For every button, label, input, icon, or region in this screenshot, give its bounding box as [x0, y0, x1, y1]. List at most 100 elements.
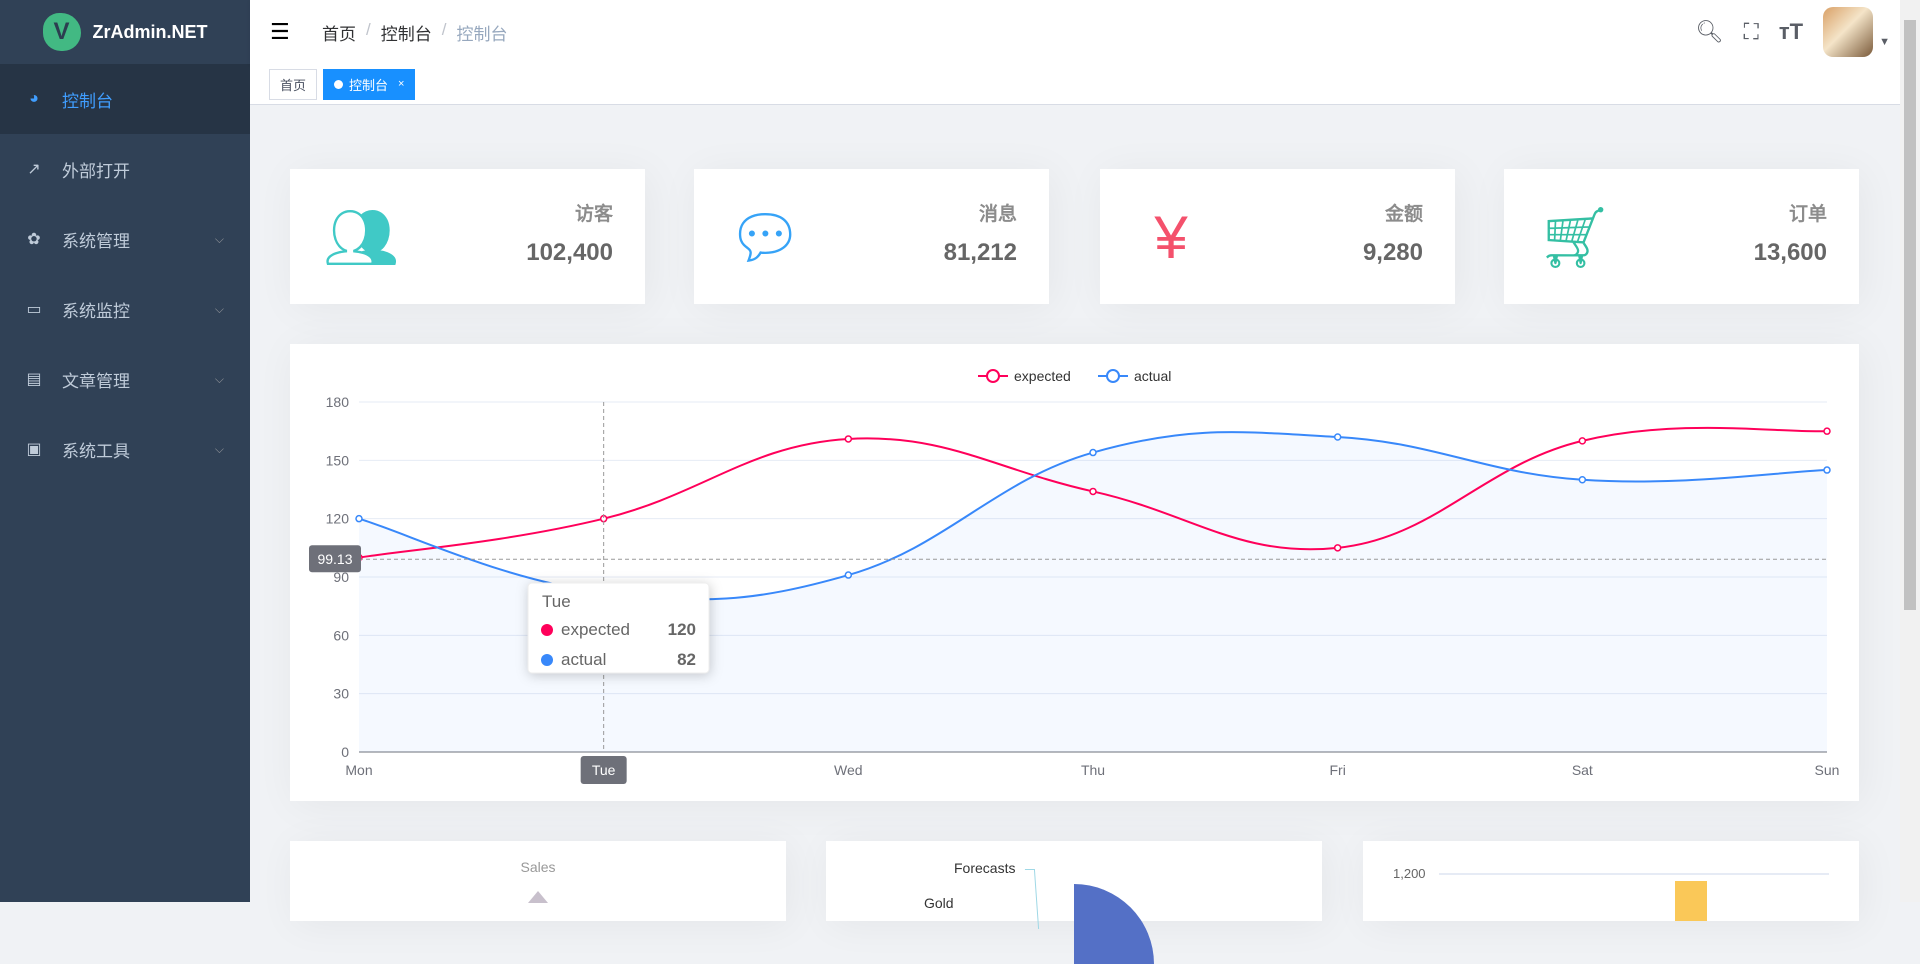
radar-chart-card: Sales [290, 841, 786, 921]
sidebar-item[interactable]: ↗ 外部打开 [0, 134, 250, 204]
tooltip-value: 82 [677, 650, 696, 669]
monitor-icon: ▭ [26, 301, 42, 318]
radar-title: Sales [520, 859, 556, 875]
close-icon[interactable]: × [398, 78, 405, 90]
tag-label: 控制台 [349, 77, 389, 93]
x-tick-label: Sun [1815, 762, 1840, 778]
data-point-expected [844, 435, 853, 443]
scrollbar-thumb[interactable] [1904, 20, 1916, 610]
stat-card[interactable]: ¥ 金额 9,280 [1100, 169, 1455, 304]
pie-chart-card: Forecasts Gold [826, 841, 1322, 964]
stat-label: 金额 [1384, 204, 1423, 225]
navbar: ☰ 首页 / 控制台 / 控制台 🔍︎ ⛶ тT ▼ [250, 0, 1900, 64]
sidebar-item-label: 系统监控 [62, 301, 130, 321]
y-tick-label: 30 [333, 686, 349, 702]
sidebar-item[interactable]: ✿ 系统管理 ⌵ [0, 204, 250, 274]
data-point-actual [1578, 476, 1587, 484]
y-tick-label: 60 [333, 627, 349, 643]
tag-home[interactable]: 首页 [269, 68, 318, 100]
stat-label: 消息 [978, 204, 1017, 225]
tag-label: 首页 [280, 77, 307, 93]
y-tick-label: 90 [333, 569, 349, 585]
yen-icon: ¥ [1154, 203, 1188, 271]
x-tick-label: Mon [345, 762, 372, 778]
active-dot-icon [334, 79, 344, 89]
x-tick-label: Fri [1330, 762, 1346, 778]
sidebar: V ZrAdmin.NET ◕ 控制台 ↗ 外部打开 ✿ 系统管理 ⌵ ▭ 系统监控 ⌵ ▤ 文章管理… [0, 0, 250, 902]
y-tick-label: 150 [326, 452, 350, 468]
line-chart-card: 0 30 60 90 120 150 180 Mon Wed Thu Fri Sat Sun expect… [290, 344, 1859, 801]
sidebar-item-label: 控制台 [62, 91, 113, 111]
message-icon: 💬︎ [726, 203, 804, 271]
people-icon: 👥︎ [322, 203, 400, 271]
tooltip-marker [541, 654, 553, 666]
chevron-down-icon: ⌵ [214, 231, 224, 246]
tag-dashboard[interactable]: 控制台 × [323, 68, 416, 100]
bar[interactable] [1675, 881, 1707, 921]
x-tick-label: Wed [834, 762, 863, 778]
x-tick-label: Sat [1572, 762, 1593, 778]
data-point-actual [355, 514, 363, 523]
pie-leader-line [1024, 869, 1040, 929]
sidebar-item[interactable]: ▭ 系统监控 ⌵ [0, 274, 250, 344]
external-link-icon: ↗ [27, 161, 41, 178]
breadcrumb-current: 控制台 [456, 24, 508, 44]
logo[interactable]: V ZrAdmin.NET [0, 0, 250, 64]
pie-label: Gold [924, 895, 954, 911]
line-chart[interactable]: 0 30 60 90 120 150 180 Mon Wed Thu Fri Sat Sun expect… [290, 344, 1859, 801]
stat-value: 81,212 [943, 239, 1017, 266]
stat-label: 订单 [1788, 204, 1827, 225]
y-tick-label: 180 [326, 394, 350, 410]
legend-label: expected [1014, 368, 1071, 384]
breadcrumb: 首页 / 控制台 / 控制台 [322, 19, 508, 44]
fullscreen-icon[interactable]: ⛶ [1743, 19, 1759, 44]
tooltip-value: 120 [668, 620, 696, 639]
sidebar-item[interactable]: ▣ 系统工具 ⌵ [0, 414, 250, 484]
data-point-expected [1823, 427, 1831, 435]
logo-icon: V [42, 13, 81, 51]
tooltip-series-name: expected [561, 620, 630, 639]
avatar[interactable] [1823, 7, 1874, 57]
stat-card[interactable]: 💬︎ 消息 81,212 [694, 169, 1049, 304]
y-tick-label: 0 [341, 744, 349, 760]
pointer-label-box [309, 545, 361, 573]
x-tick-label: Thu [1081, 762, 1105, 778]
legend-label: actual [1134, 368, 1171, 384]
gear-icon: ✿ [27, 231, 41, 248]
breadcrumb-home[interactable]: 首页 [322, 24, 356, 44]
sidebar-item-label: 系统工具 [62, 441, 130, 461]
legend-marker [1106, 369, 1120, 383]
y-tick-label: 1,200 [1393, 866, 1426, 881]
data-point-actual [1823, 466, 1831, 474]
chevron-down-icon: ⌵ [214, 441, 224, 456]
search-icon[interactable]: 🔍︎ [1695, 19, 1724, 44]
area-actual [359, 432, 1827, 752]
stat-card[interactable]: 🛒︎ 订单 13,600 [1504, 169, 1859, 304]
bar-chart-card: 1,200 [1363, 841, 1859, 921]
hamburger-icon[interactable]: ☰ [270, 19, 290, 44]
document-icon: ▤ [26, 371, 42, 388]
y-tick-label: 120 [326, 511, 350, 527]
font-size-icon[interactable]: тT [1778, 19, 1804, 44]
tooltip-marker [541, 624, 553, 636]
pointer-y-label: 99.13 [317, 551, 352, 567]
scrollbar[interactable] [1900, 0, 1920, 902]
data-point-actual [844, 571, 853, 579]
caret-down-icon[interactable]: ▼ [1879, 36, 1890, 48]
chevron-down-icon: ⌵ [214, 371, 224, 386]
sidebar-item[interactable]: ◕ 控制台 [0, 64, 250, 134]
sidebar-item[interactable]: ▤ 文章管理 ⌵ [0, 344, 250, 414]
stat-value: 13,600 [1753, 239, 1827, 266]
data-point-actual [1089, 448, 1097, 457]
stat-value: 102,400 [526, 239, 613, 266]
tooltip-title: Tue [542, 592, 571, 611]
tooltip-series-name: actual [561, 650, 606, 669]
legend-marker [986, 369, 1000, 383]
gridline [1439, 873, 1829, 875]
pointer-x-label: Tue [592, 762, 616, 778]
sidebar-item-label: 外部打开 [62, 161, 130, 181]
data-point-expected [1578, 437, 1587, 445]
breadcrumb-item[interactable]: 控制台 [380, 24, 432, 44]
stat-card[interactable]: 👥︎ 访客 102,400 [290, 169, 645, 304]
data-point-expected [1333, 544, 1342, 552]
